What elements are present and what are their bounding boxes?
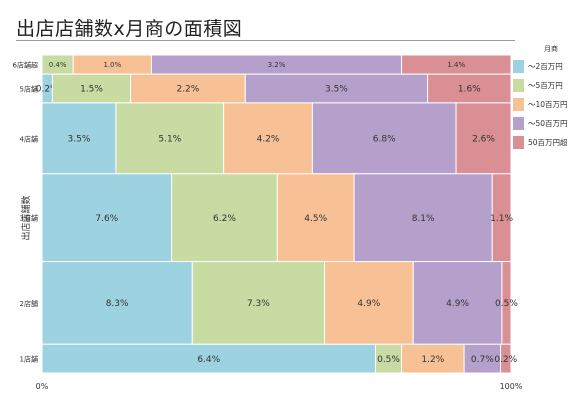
mosaic-cell [463,343,502,374]
mosaic-cell [500,343,512,374]
cell-value-label: 0.4% [49,61,67,69]
legend-item: 〜2百万円 [513,57,575,76]
legend-item: 〜50百万円 [513,114,575,133]
cell-value-label: 3.5% [325,85,348,95]
cell-value-label: 0.2% [36,85,59,95]
mosaic-cell [401,343,465,374]
cell-value-label: 4.9% [357,299,380,309]
mosaic-cell [171,173,278,263]
cell-value-label: 4.5% [304,214,327,224]
cell-value-label: 2.2% [176,85,199,95]
cell-value-label: 7.6% [95,214,118,224]
mosaic-cell [455,102,512,175]
mosaic-cell [427,73,512,104]
y-tick-label: 5店舗 [20,85,38,94]
chart-title: 出店店舗数x月商の面積図 [16,18,243,40]
legend-label: 〜10百万円 [528,100,568,109]
cell-value-label: 8.3% [106,299,129,309]
title-divider [16,40,515,41]
mosaic-cell [323,261,414,345]
y-tick-label: 2店舗 [20,299,38,308]
mosaic-cell [41,261,193,345]
mosaic-cell [223,102,313,175]
legend-item: 〜10百万円 [513,95,575,114]
y-tick-label: 3店舗 [20,214,38,223]
mosaic-cell [412,261,503,345]
legend-swatch [513,79,524,92]
cell-value-label: 6.4% [197,355,220,365]
legend-label: 〜2百万円 [528,62,563,71]
cell-value-label: 6.2% [213,214,236,224]
x-tick-label: 100% [500,382,523,391]
legend-item: 50百万円超 [513,133,575,152]
cell-value-label: 1.6% [458,85,481,95]
cell-value-label: 3.2% [268,61,286,69]
cell-value-label: 1.0% [103,61,121,69]
cell-value-label: 6.8% [373,134,396,144]
y-tick-label: 1店舗 [20,355,38,364]
cell-value-label: 8.1% [412,214,435,224]
legend-title: 月商 [544,45,558,53]
cell-value-label: 2.6% [472,134,495,144]
legend-item: 〜5百万円 [513,76,575,95]
cell-value-label: 0.5% [377,355,400,365]
legend-label: 〜50百万円 [528,119,568,128]
legend-label: 50百万円超 [528,138,568,147]
cell-value-label: 4.2% [257,134,280,144]
legend-swatch [513,98,524,111]
legend-swatch [513,60,524,73]
cell-value-label: 1.2% [421,355,444,365]
mosaic-cell [276,173,355,263]
mosaic-cell [375,343,403,374]
x-tick-label: 0% [36,382,49,391]
cell-value-label: 0.5% [495,299,518,309]
legend-swatch [513,117,524,130]
cell-value-label: 0.2% [494,355,517,365]
mosaic-cell [353,173,493,263]
cell-value-label: 1.1% [490,214,513,224]
cell-value-label: 4.9% [446,299,469,309]
legend: 月商 〜2百万円〜5百万円〜10百万円 〜50百万円 50百万円超 [513,44,575,152]
cell-value-label: 3.5% [68,134,91,144]
y-tick-label: 4店舗 [20,134,38,143]
cell-value-label: 0.7% [471,355,494,365]
y-axis-title: 出店店舗数 [22,195,33,241]
cell-value-label: 1.4% [447,61,465,69]
mosaic-cell [41,173,173,263]
mosaic-cell [115,102,225,175]
legend-label: 〜5百万円 [528,81,563,90]
mosaic-cell [41,102,117,175]
cell-value-label: 5.1% [158,134,181,144]
y-tick-label: 6店舗超 [13,61,38,70]
legend-swatch [513,136,524,149]
cell-value-label: 7.3% [247,299,270,309]
cell-value-label: 1.5% [80,85,103,95]
